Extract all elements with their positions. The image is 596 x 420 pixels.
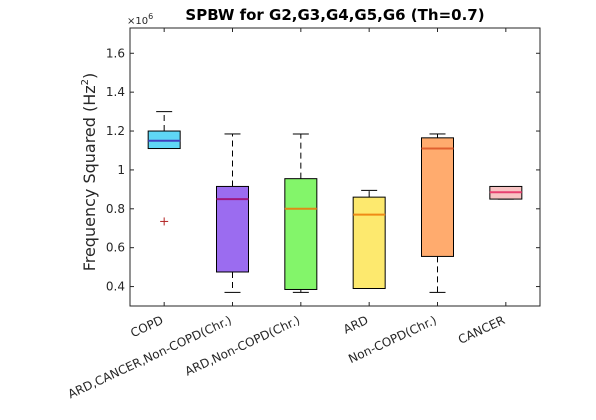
box-body (421, 137, 454, 257)
chart-title: SPBW for G2,G3,G4,G5,G6 (Th=0.7) (185, 6, 484, 24)
svg-text:×106: ×106 (127, 12, 153, 27)
box-body (284, 178, 318, 290)
x-tick-label: ARD (341, 313, 370, 337)
x-tick-label: COPD (128, 313, 165, 340)
box-5 (421, 133, 454, 293)
box-body (216, 185, 249, 273)
x-tick-label: ARD,Non-COPD(Chr.) (183, 313, 302, 379)
y-tick-label: 1.6 (106, 46, 125, 60)
box-4 (352, 189, 386, 290)
box-body (352, 196, 386, 290)
x-tick-label: CANCER (456, 313, 507, 347)
y-tick-label: 1 (117, 163, 125, 177)
y-axis-label: Frequency Squared (Hz2) (80, 73, 99, 272)
box-1 (147, 111, 181, 226)
outlier-marker (160, 217, 169, 226)
y-tick-label: 0.6 (106, 241, 125, 255)
box-3 (284, 133, 318, 293)
box-6 (489, 185, 523, 200)
y-tick-label: 0.4 (106, 280, 125, 294)
box-2 (216, 133, 249, 293)
axes-frame (129, 27, 541, 307)
y-tick-label: 0.8 (106, 202, 125, 216)
y-tick-label: 1.2 (106, 124, 125, 138)
y-tick-label: 1.4 (106, 85, 125, 99)
y-exponent-label: ×106 (127, 12, 153, 27)
